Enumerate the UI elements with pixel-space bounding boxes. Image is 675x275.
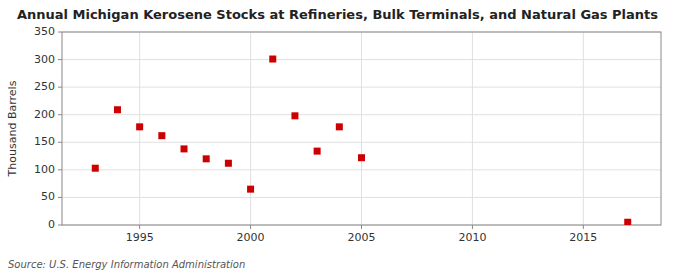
x-tick-label: 2015 — [569, 231, 597, 244]
point — [203, 155, 210, 162]
y-tick-label: 200 — [34, 108, 55, 121]
y-tick-label: 250 — [34, 80, 55, 93]
y-axis-label: Thousand Barrels — [6, 80, 19, 177]
x-tick — [361, 225, 362, 229]
x-tick-label: 2010 — [458, 231, 486, 244]
point — [136, 123, 143, 130]
x-tick-label: 2000 — [237, 231, 265, 244]
y-tick — [58, 225, 62, 226]
point — [114, 106, 121, 113]
grid — [62, 32, 661, 225]
grid-line — [583, 32, 584, 225]
source-note: Source: U.S. Energy Information Administ… — [8, 259, 245, 270]
y-tick-label: 350 — [34, 25, 55, 38]
y-tick-label: 50 — [41, 190, 55, 203]
y-tick-label: 300 — [34, 53, 55, 66]
x-tick — [250, 225, 251, 229]
point — [358, 154, 365, 161]
y-tick-label: 0 — [48, 218, 55, 231]
point — [314, 148, 321, 155]
y-tick — [58, 87, 62, 88]
grid-line — [250, 32, 251, 225]
point — [92, 165, 99, 172]
point — [269, 56, 276, 63]
grid-line — [472, 32, 473, 225]
point — [158, 132, 165, 139]
y-tick — [58, 114, 62, 115]
x-tick-label: 2005 — [348, 231, 376, 244]
plot-area — [62, 32, 661, 225]
grid-line — [361, 32, 362, 225]
point — [181, 145, 188, 152]
x-tick — [472, 225, 473, 229]
y-tick-label: 150 — [34, 135, 55, 148]
x-tick — [583, 225, 584, 229]
point — [291, 112, 298, 119]
y-tick — [58, 142, 62, 143]
point — [247, 186, 254, 193]
title: Annual Michigan Kerosene Stocks at Refin… — [17, 7, 658, 22]
point — [336, 123, 343, 130]
point — [624, 219, 631, 225]
point — [225, 160, 232, 167]
chart: 0 50 100 150 200 250 300 350 1995 2000 2005 2010 201… — [0, 0, 675, 275]
axes: 0 50 100 150 200 250 300 350 1995 2000 2005 2010 201… — [34, 25, 597, 244]
plot-frame — [62, 32, 661, 225]
points — [92, 56, 631, 225]
y-tick — [58, 197, 62, 198]
x-tick-label: 1995 — [126, 231, 154, 244]
y-tick-label: 100 — [34, 163, 55, 176]
y-tick — [58, 59, 62, 60]
x-tick — [139, 225, 140, 229]
y-tick — [58, 32, 62, 33]
y-tick — [58, 169, 62, 170]
